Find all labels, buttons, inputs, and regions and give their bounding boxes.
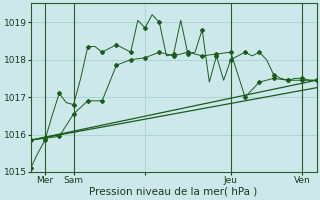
X-axis label: Pression niveau de la mer( hPa ): Pression niveau de la mer( hPa ): [90, 187, 258, 197]
